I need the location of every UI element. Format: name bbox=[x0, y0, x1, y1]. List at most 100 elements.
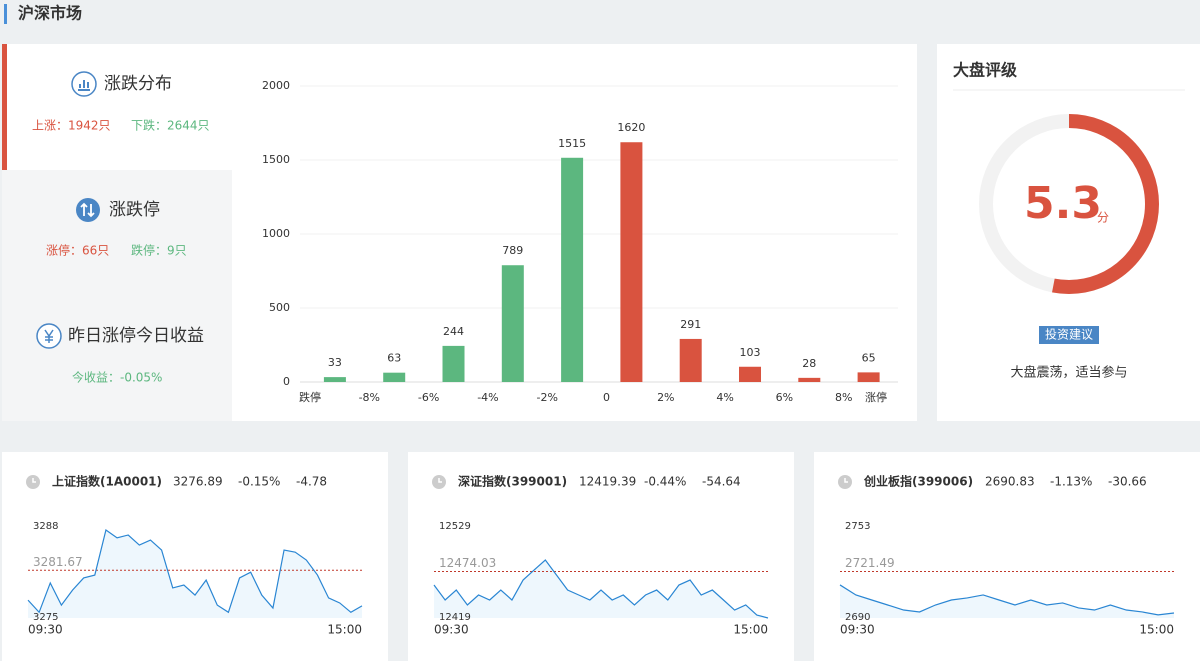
bar bbox=[383, 372, 406, 382]
value-label: 65 bbox=[862, 351, 876, 364]
badge-text: 投资建议 bbox=[1045, 327, 1093, 342]
value-label: 244 bbox=[443, 325, 464, 338]
tab-item: 上涨：1942只 bbox=[32, 118, 111, 133]
x-tick-label: -6% bbox=[418, 391, 439, 404]
badge bbox=[1039, 326, 1099, 344]
y-max-label: 3288 bbox=[33, 521, 58, 532]
y-tick-label: 2000 bbox=[262, 79, 290, 92]
y-tick-label: 1500 bbox=[262, 153, 290, 166]
index-line bbox=[433, 559, 769, 619]
tab[interactable]: 昨日涨停今日收益 今收益：-0.05% bbox=[36, 323, 204, 385]
index-change: -30.66 bbox=[1108, 475, 1147, 489]
bar bbox=[323, 377, 346, 382]
tab-icon-glyph bbox=[44, 329, 54, 343]
area-fill bbox=[434, 560, 768, 618]
clock-hand bbox=[438, 478, 442, 483]
time-label: 09:30 bbox=[434, 623, 469, 637]
tab-icon-glyph bbox=[78, 80, 90, 91]
y-min-label: 12419 bbox=[439, 612, 471, 623]
time-label: 15:00 bbox=[733, 623, 768, 637]
bar bbox=[739, 366, 762, 382]
index-line bbox=[27, 529, 363, 614]
y-tick-label: 0 bbox=[283, 375, 290, 388]
value-label: 63 bbox=[387, 352, 401, 365]
tab-item: 今收益：-0.05% bbox=[72, 370, 162, 385]
index-name: 创业板指(399006) bbox=[863, 474, 973, 489]
y-max-label: 2753 bbox=[845, 521, 870, 532]
index-pct: -1.13% bbox=[1050, 475, 1092, 489]
rating-panel bbox=[937, 44, 1200, 421]
gauge-arc bbox=[979, 114, 1159, 294]
x-tick-label: 2% bbox=[657, 391, 674, 404]
rating-unit: 分 bbox=[1097, 211, 1109, 225]
rating-score: 5.3 bbox=[1024, 178, 1102, 229]
tab-background bbox=[2, 170, 232, 421]
ref-label: 3281.67 bbox=[33, 555, 83, 569]
x-tick-label: 8% bbox=[835, 391, 852, 404]
value-label: 291 bbox=[680, 318, 701, 331]
y-min-label: 2690 bbox=[845, 612, 870, 623]
tab-title: 昨日涨停今日收益 bbox=[68, 326, 204, 346]
tab[interactable]: 涨跌停 涨停：66只 跌停：9只 bbox=[46, 198, 187, 258]
x-tick-label: -4% bbox=[477, 391, 498, 404]
x-tick-label: 涨停 bbox=[865, 390, 887, 404]
time-label: 09:30 bbox=[28, 623, 63, 637]
clock-hand bbox=[844, 478, 848, 483]
tab-title: 涨跌停 bbox=[109, 200, 160, 220]
bar bbox=[857, 372, 880, 382]
ref-label: 12474.03 bbox=[439, 556, 496, 570]
x-tick-label: 6% bbox=[776, 391, 793, 404]
index-line bbox=[839, 584, 1175, 616]
x-tick-label: -2% bbox=[536, 391, 557, 404]
tab-item: 跌停：9只 bbox=[131, 243, 187, 258]
y-min-label: 3275 bbox=[33, 612, 58, 623]
bar bbox=[679, 338, 702, 382]
x-tick-label: -8% bbox=[359, 391, 380, 404]
rating-advice: 大盘震荡，适当参与 bbox=[1010, 365, 1127, 381]
ref-label: 2721.49 bbox=[845, 556, 895, 570]
bar bbox=[798, 377, 821, 382]
index-change: -54.64 bbox=[702, 475, 741, 489]
value-label: 103 bbox=[740, 346, 761, 359]
time-label: 15:00 bbox=[1139, 623, 1174, 637]
rating-title: 大盘评级 bbox=[953, 61, 1018, 80]
value-label: 789 bbox=[502, 244, 523, 257]
value-label: 33 bbox=[328, 356, 342, 369]
header-marker bbox=[4, 4, 7, 24]
index-price: 3276.89 bbox=[173, 475, 223, 489]
y-tick-label: 1000 bbox=[262, 227, 290, 240]
tab-title: 涨跌分布 bbox=[104, 74, 172, 94]
bar bbox=[561, 157, 584, 382]
index-price: 2690.83 bbox=[985, 475, 1035, 489]
tab-icon bbox=[76, 198, 100, 222]
index-pct: -0.44% bbox=[644, 475, 686, 489]
value-label: 1620 bbox=[617, 121, 645, 134]
y-tick-label: 500 bbox=[269, 301, 290, 314]
x-tick-label: 跌停 bbox=[299, 390, 321, 404]
tab-item: 下跌：2644只 bbox=[131, 118, 210, 133]
time-label: 15:00 bbox=[327, 623, 362, 637]
index-price: 12419.39 bbox=[579, 475, 636, 489]
x-tick-label: 4% bbox=[716, 391, 733, 404]
tab-icon-glyph bbox=[80, 202, 95, 218]
index-name: 上证指数(1A0001) bbox=[52, 474, 162, 489]
header-title: 沪深市场 bbox=[18, 4, 82, 23]
bar bbox=[442, 345, 465, 382]
tab[interactable]: 涨跌分布 上涨：1942只 下跌：2644只 bbox=[32, 71, 210, 133]
value-label: 28 bbox=[802, 357, 816, 370]
index-change: -4.78 bbox=[296, 475, 327, 489]
index-card bbox=[408, 452, 794, 661]
bar bbox=[501, 265, 524, 382]
time-label: 09:30 bbox=[840, 623, 875, 637]
tab-item: 涨停：66只 bbox=[46, 243, 109, 258]
clock-hand bbox=[32, 478, 36, 483]
area-fill bbox=[28, 530, 362, 618]
value-label: 1515 bbox=[558, 137, 586, 150]
bar bbox=[620, 142, 643, 382]
x-tick-label: 0 bbox=[603, 391, 610, 404]
index-card bbox=[814, 452, 1200, 661]
active-tab-marker bbox=[2, 44, 7, 170]
y-max-label: 12529 bbox=[439, 521, 471, 532]
